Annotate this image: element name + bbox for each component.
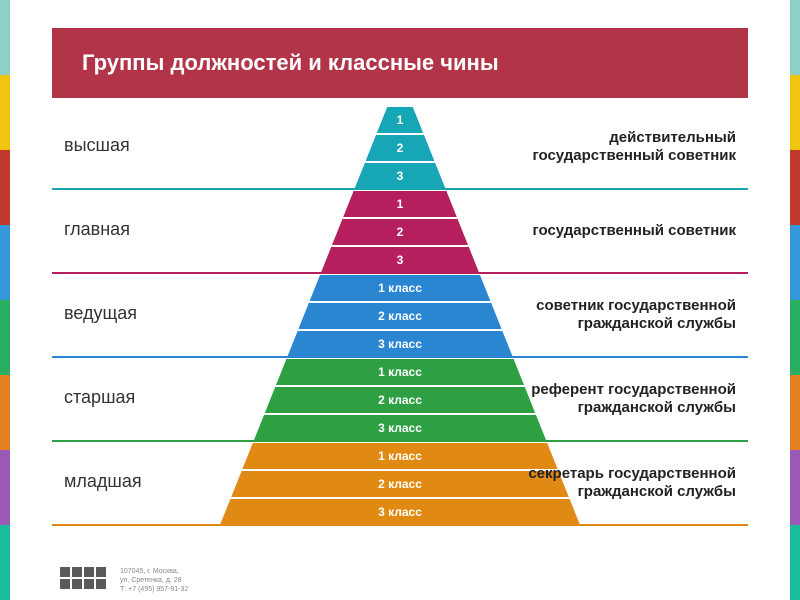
rank-label: референт государственной гражданской слу… [486,381,736,417]
footer-line: 107045, г. Москва, [120,567,188,576]
page-title: Группы должностей и классные чины [82,50,499,76]
pyramid-layer: 2 [366,133,435,161]
pyramid-layer: 3 [354,161,445,189]
header-bar: Группы должностей и классные чины [52,28,748,98]
footer-text: 107045, г. Москва, ул. Сретенка, д. 28 Т… [120,567,188,594]
pyramid-layer: 2 класс [298,301,501,329]
pyramid-layer: 1 [343,189,457,217]
edge-stripe-right [790,0,800,600]
separator [52,356,748,358]
edge-stripe-left [0,0,10,600]
separator [52,524,748,526]
group-label: высшая [64,135,224,156]
content-area: 1231231 класс2 класс3 класс1 класс2 клас… [52,105,748,540]
footer-line: ул. Сретенка, д. 28 [120,576,188,585]
pyramid-layer: 3 [321,245,479,273]
rank-label: государственный советник [486,222,736,240]
separator [52,272,748,274]
group-label: младшая [64,471,224,492]
rank-label: действительный государственный советник [486,129,736,165]
rank-label: секретарь государственной гражданской сл… [486,465,736,501]
footer: 107045, г. Москва, ул. Сретенка, д. 28 Т… [60,567,188,594]
separator [52,188,748,190]
rank-label: советник государственной гражданской слу… [486,297,736,333]
pyramid-layer: 1 [377,105,423,133]
pyramid-layer: 2 [332,217,468,245]
group-label: главная [64,219,224,240]
pyramid-layer: 3 класс [287,329,513,357]
separator [52,440,748,442]
pyramid-layer: 1 класс [310,273,491,301]
group-label: старшая [64,387,224,408]
footer-line: Т: +7 (495) 957-91-32 [120,585,188,594]
logo [60,567,106,589]
pyramid-layer: 3 класс [254,413,547,441]
pyramid-layer: 3 класс [220,497,580,525]
group-label: ведущая [64,303,224,324]
